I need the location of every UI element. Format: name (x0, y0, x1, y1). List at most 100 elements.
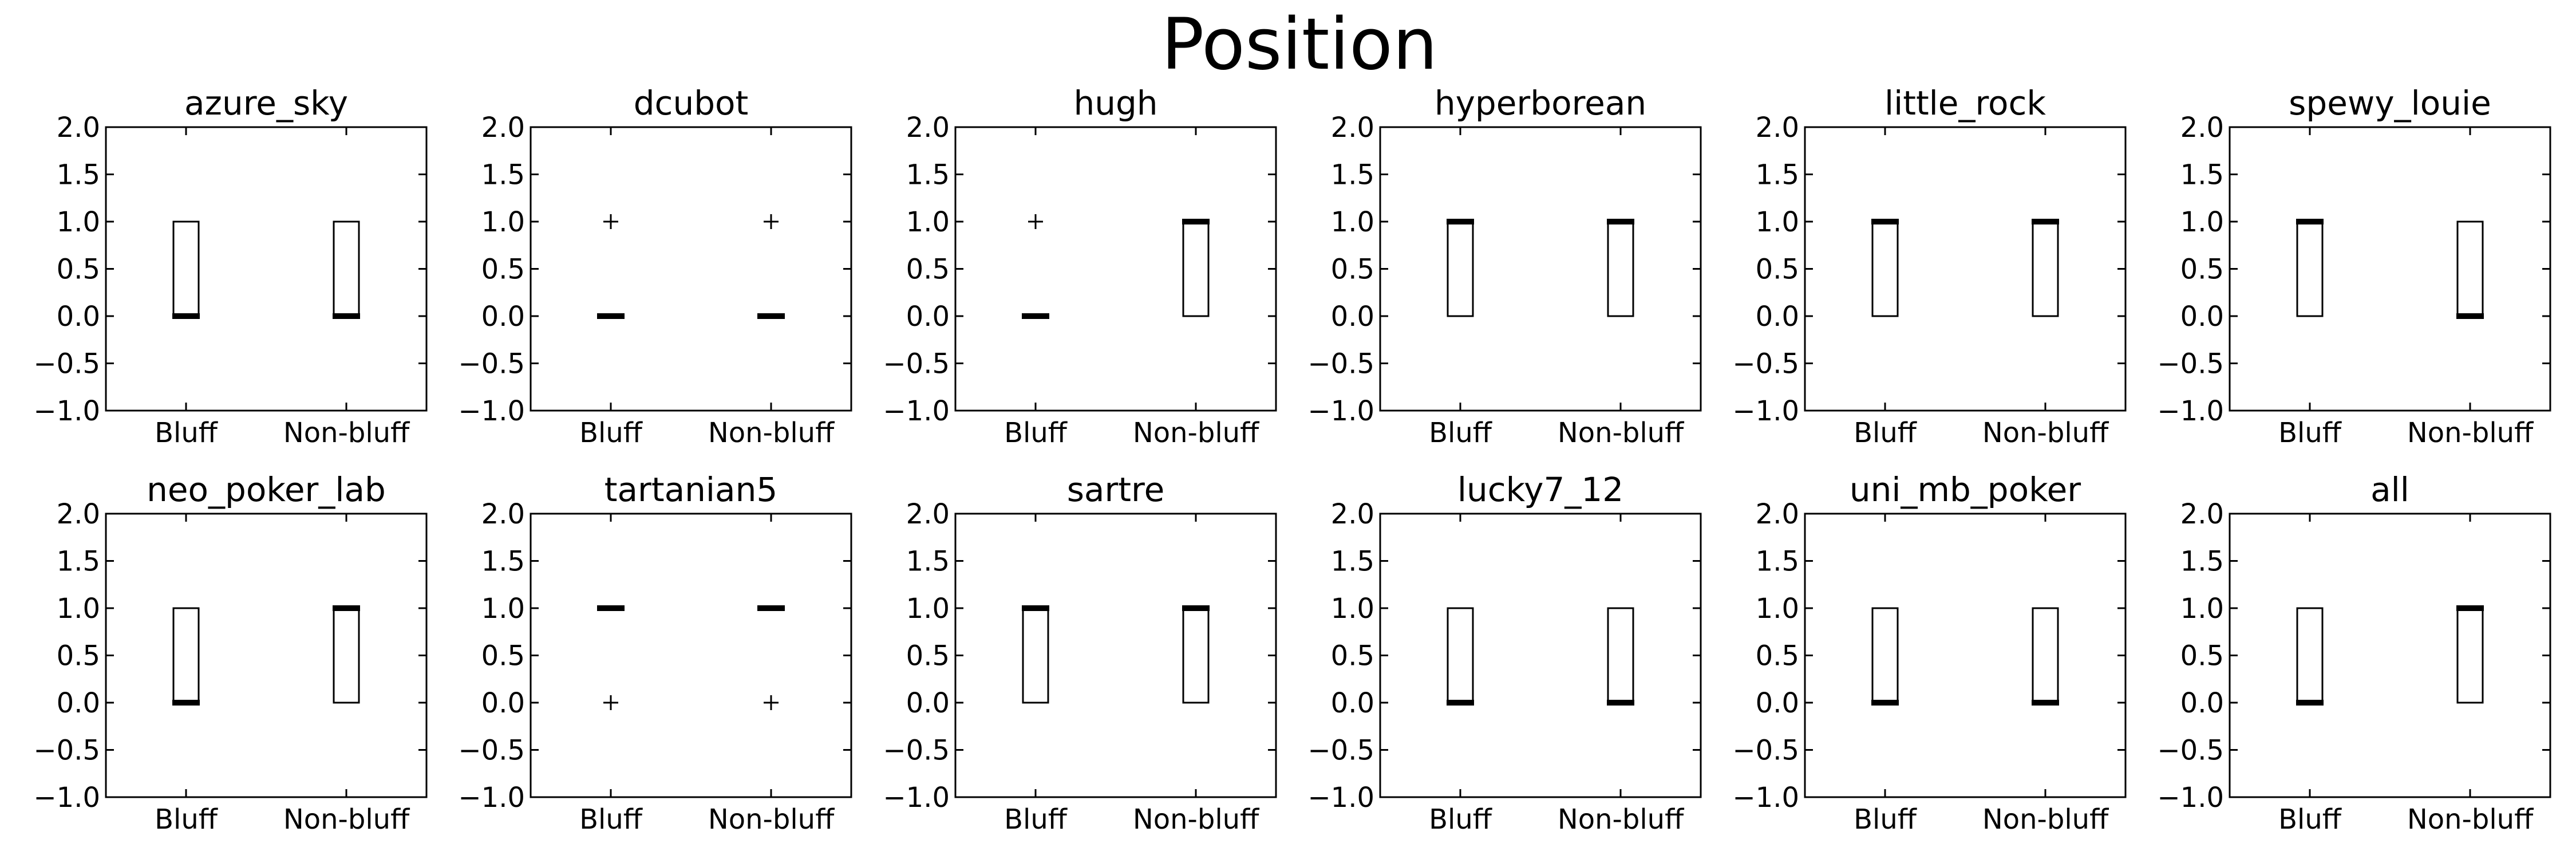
panel-hugh: hugh −1.0 −0.5 0.0 0.5 1.0 1.5 2.0 Bluff Non-bluf… (883, 84, 1277, 449)
x-tick-label: Bluff (1429, 417, 1492, 449)
y-tick-label: −0.5 (1732, 348, 1799, 380)
box-flier (764, 695, 779, 710)
panel-title: lucky7_12 (1457, 470, 1623, 509)
y-tick-label: 1.0 (481, 206, 525, 238)
y-tick-label: −1.0 (458, 782, 525, 814)
y-tick-label: 1.0 (1331, 206, 1374, 238)
y-tick-label: 1.0 (1331, 593, 1374, 625)
y-tick-label: 0.5 (1756, 640, 1799, 672)
y-tick-label: 1.5 (481, 159, 525, 191)
y-tick-label: 2.0 (57, 112, 100, 144)
y-tick-label: −0.5 (883, 348, 950, 380)
box-non-bluff (2456, 605, 2484, 704)
y-tick-label: −1.0 (33, 395, 100, 427)
y-tick-label: 1.0 (481, 593, 525, 625)
panel-title: azure_sky (184, 84, 348, 123)
y-tick-label: 1.5 (1756, 546, 1799, 578)
x-tick-label: Bluff (579, 803, 643, 836)
box-bluff (1022, 605, 1049, 704)
box-bluff (2296, 219, 2324, 317)
y-tick-label: 0.0 (2180, 301, 2224, 333)
box-non-bluff (757, 214, 785, 319)
x-tick-label: Bluff (2278, 417, 2342, 449)
y-tick-label: 0.5 (57, 254, 100, 286)
box-bluff (1447, 607, 1474, 706)
x-tick-label: Bluff (1854, 803, 1917, 836)
y-tick-label: −1.0 (33, 782, 100, 814)
y-tick-label: 2.0 (2180, 112, 2224, 144)
box-non-bluff (2032, 607, 2059, 706)
axes-frame (530, 513, 852, 798)
box-bluff (597, 214, 625, 319)
panels-grid: azure_sky −1.0 −0.5 0.0 0.5 1.0 1.5 2.0 Bluff Non… (33, 84, 2551, 836)
y-tick-label: −1.0 (2157, 782, 2224, 814)
y-tick-label: 1.0 (57, 206, 100, 238)
y-tick-label: 1.5 (1756, 159, 1799, 191)
box-flier (764, 214, 779, 229)
panel-lucky7-12: lucky7_12 −1.0 −0.5 0.0 0.5 1.0 1.5 2.0 Bluff Non… (1307, 470, 1702, 836)
y-tick-label: 2.0 (481, 112, 525, 144)
panel-tartanian5: tartanian5 −1.0 −0.5 0.0 0.5 1.0 1.5 2.0 Bluff No… (458, 470, 852, 836)
y-tick-label: 0.0 (2180, 687, 2224, 719)
panel-title: tartanian5 (605, 470, 778, 509)
x-tick-label: Non-bluff (1982, 417, 2109, 449)
y-tick-label: −0.5 (1307, 348, 1374, 380)
panel-title: spewy_louie (2289, 84, 2491, 123)
panel-sartre: sartre −1.0 −0.5 0.0 0.5 1.0 1.5 2.0 Bluff Non-bl… (883, 470, 1277, 836)
y-tick-label: 1.5 (906, 546, 950, 578)
panel-spewy-louie: spewy_louie −1.0 −0.5 0.0 0.5 1.0 1.5 2.0 Bluff N… (2157, 84, 2551, 449)
axes-frame (2229, 126, 2551, 412)
figure-title: Position (1161, 3, 1438, 86)
box-flier (1028, 214, 1043, 229)
y-tick-label: 0.0 (906, 301, 950, 333)
panel-little-rock: little_rock −1.0 −0.5 0.0 0.5 1.0 1.5 2.0 Bluff N… (1732, 84, 2127, 449)
x-tick-label: Bluff (579, 417, 643, 449)
y-tick-label: 2.0 (1331, 498, 1374, 530)
y-tick-label: 1.0 (2180, 206, 2224, 238)
box-non-bluff (1182, 605, 1210, 704)
y-tick-label: −1.0 (2157, 395, 2224, 427)
y-tick-label: 2.0 (57, 498, 100, 530)
box-bluff (1022, 214, 1049, 319)
y-tick-label: 2.0 (481, 498, 525, 530)
x-tick-label: Non-bluff (1133, 803, 1259, 836)
axes-frame (954, 126, 1277, 412)
y-tick-label: 0.5 (1331, 254, 1374, 286)
panel-title: dcubot (634, 84, 749, 123)
y-tick-label: 0.5 (57, 640, 100, 672)
y-tick-label: 2.0 (906, 498, 950, 530)
y-tick-label: 1.0 (906, 206, 950, 238)
box-non-bluff (1607, 607, 1634, 706)
y-tick-label: 1.5 (1331, 546, 1374, 578)
panel-title: uni_mb_poker (1850, 470, 2081, 509)
axes-frame (2229, 513, 2551, 798)
y-tick-label: −0.5 (2157, 735, 2224, 767)
panel-title: neo_poker_lab (147, 470, 386, 509)
y-tick-label: 2.0 (1331, 112, 1374, 144)
y-tick-label: 0.5 (2180, 254, 2224, 286)
y-tick-label: −0.5 (2157, 348, 2224, 380)
x-tick-label: Bluff (1854, 417, 1917, 449)
x-tick-label: Non-bluff (283, 803, 410, 836)
y-tick-label: 0.0 (1331, 687, 1374, 719)
y-tick-label: −0.5 (1307, 735, 1374, 767)
y-tick-label: 2.0 (906, 112, 950, 144)
x-tick-label: Bluff (155, 803, 218, 836)
y-tick-label: 1.0 (1756, 593, 1799, 625)
y-tick-label: −0.5 (883, 735, 950, 767)
axes-frame (1804, 513, 2127, 798)
y-tick-label: −0.5 (458, 735, 525, 767)
box-bluff (172, 607, 200, 706)
axes-frame (1804, 126, 2127, 412)
y-tick-label: 0.0 (906, 687, 950, 719)
box-non-bluff (2456, 220, 2484, 319)
x-tick-label: Non-bluff (708, 803, 835, 836)
y-tick-label: −0.5 (1732, 735, 1799, 767)
box-non-bluff (333, 220, 360, 319)
y-tick-label: 0.5 (481, 254, 525, 286)
axes-frame (105, 513, 428, 798)
x-tick-label: Bluff (1004, 417, 1068, 449)
box-bluff (1871, 219, 1899, 317)
y-tick-label: 2.0 (2180, 498, 2224, 530)
